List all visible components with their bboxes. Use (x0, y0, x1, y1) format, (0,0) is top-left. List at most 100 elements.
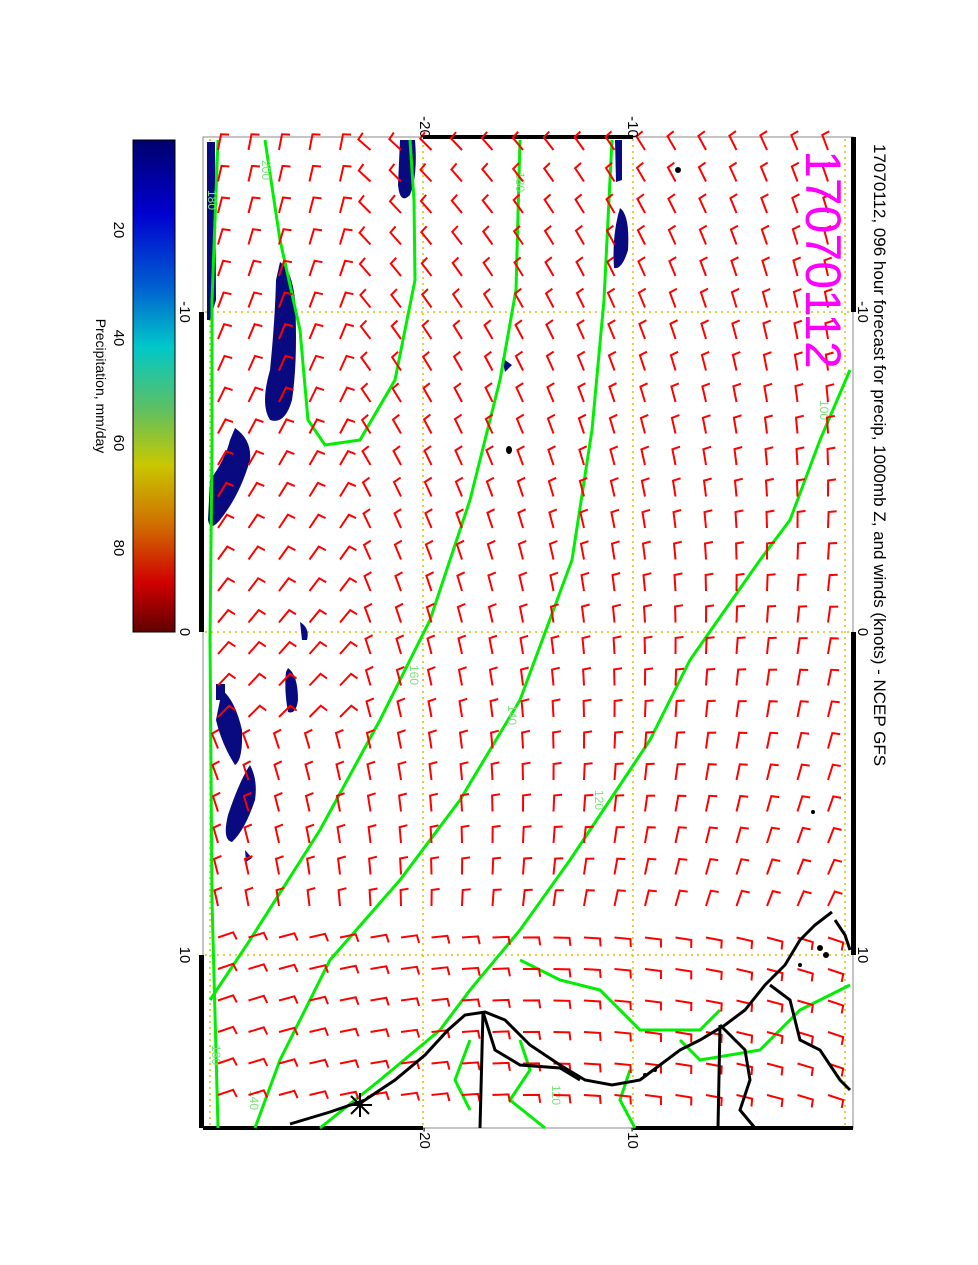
wind-barb (635, 130, 646, 151)
wind-barb (308, 545, 327, 561)
wind-barb (636, 193, 646, 214)
wind-barb (247, 259, 262, 277)
wind-barb (675, 1031, 693, 1043)
wind-barb (543, 225, 555, 246)
wind-barb (762, 319, 772, 340)
wind-barb (278, 354, 294, 371)
wind-barb (248, 963, 269, 972)
wind-barb (278, 481, 296, 498)
wind-barb (522, 888, 533, 907)
wind-barb (244, 886, 254, 907)
wind-barb (759, 130, 768, 151)
wind-barb (766, 700, 778, 718)
wind-barb (363, 602, 373, 623)
wind-barb (431, 966, 451, 976)
wind-barb (425, 602, 435, 623)
wind-barb (796, 668, 809, 686)
wind-barb (644, 889, 657, 907)
wind-barb (827, 1094, 845, 1109)
wind-barb (797, 1062, 814, 1077)
wind-barb (673, 572, 683, 592)
coastline (289, 910, 852, 1129)
wind-barb (610, 508, 620, 529)
wind-barb (361, 445, 372, 466)
wind-barb (735, 794, 749, 812)
wind-barb (514, 350, 524, 371)
wind-barb (644, 857, 657, 875)
wind-barb (339, 449, 356, 466)
wind-barb (516, 476, 526, 497)
wind-barb (553, 1094, 572, 1104)
wind-barb (278, 386, 294, 403)
wind-barb (461, 1061, 481, 1071)
wind-barb (400, 1091, 421, 1101)
wind-barb (514, 319, 524, 340)
wind-barb (731, 351, 741, 371)
wind-barb (522, 825, 532, 844)
wind-barb (370, 1028, 390, 1038)
wind-barb (424, 539, 434, 560)
wind-barb (217, 704, 237, 718)
wind-barb (398, 792, 408, 812)
wind-barb (359, 351, 372, 372)
wind-barb (454, 476, 464, 497)
wind-barb (339, 291, 354, 308)
wind-barb (486, 539, 496, 560)
wind-barb (305, 823, 315, 844)
wind-barb (492, 967, 511, 977)
wind-barb (339, 1059, 360, 1069)
wind-barb (576, 319, 585, 340)
wind-barb (766, 936, 784, 950)
wind-barb (613, 667, 623, 686)
wind-barb (729, 224, 739, 245)
wind-barb (635, 161, 646, 183)
wind-barb (583, 857, 595, 875)
wind-barb (217, 291, 232, 308)
wind-barb (278, 323, 294, 340)
wind-barb (278, 704, 298, 718)
wind-barb (759, 161, 769, 182)
wind-barb (641, 540, 651, 560)
wind-barb (614, 999, 632, 1011)
lat-tick-top: -10 (624, 116, 641, 138)
wind-barb (480, 131, 494, 151)
wind-barb (387, 131, 402, 151)
wind-barb (482, 288, 494, 309)
wind-barb (427, 729, 437, 749)
wind-barb (604, 162, 616, 183)
wind-barb (671, 477, 681, 497)
wind-barb (512, 225, 524, 246)
station-marker-icon (348, 1093, 372, 1117)
wind-barb (308, 323, 324, 340)
wind-barb (700, 319, 710, 340)
wind-barb (241, 728, 251, 749)
wind-barb (453, 382, 463, 403)
lon-tick-right: -10 (854, 301, 871, 323)
wind-barb (827, 700, 840, 718)
contour-label: 180 (513, 172, 527, 192)
wind-barb (421, 319, 433, 340)
lon-tick-right: 0 (854, 628, 871, 636)
wind-barb (370, 996, 390, 1006)
wind-barb (796, 605, 808, 623)
wind-barb (796, 700, 809, 718)
wind-barb (273, 791, 283, 812)
wind-barb (308, 291, 324, 308)
wind-barb (339, 196, 353, 214)
wind-barb (796, 637, 808, 655)
contour-label: 140 (505, 705, 519, 725)
wind-barb (699, 256, 708, 277)
wind-barb (243, 855, 253, 875)
wind-barb (461, 966, 481, 976)
wind-barb (308, 259, 323, 277)
wind-barb (736, 1031, 754, 1044)
wind-barb (423, 445, 433, 466)
wind-barb (796, 763, 810, 781)
wind-barb (482, 256, 494, 277)
wind-barb (337, 855, 347, 875)
colorbar (132, 139, 176, 633)
wind-barb (609, 445, 619, 466)
wind-barb (827, 826, 842, 844)
wind-barb (675, 1062, 693, 1075)
